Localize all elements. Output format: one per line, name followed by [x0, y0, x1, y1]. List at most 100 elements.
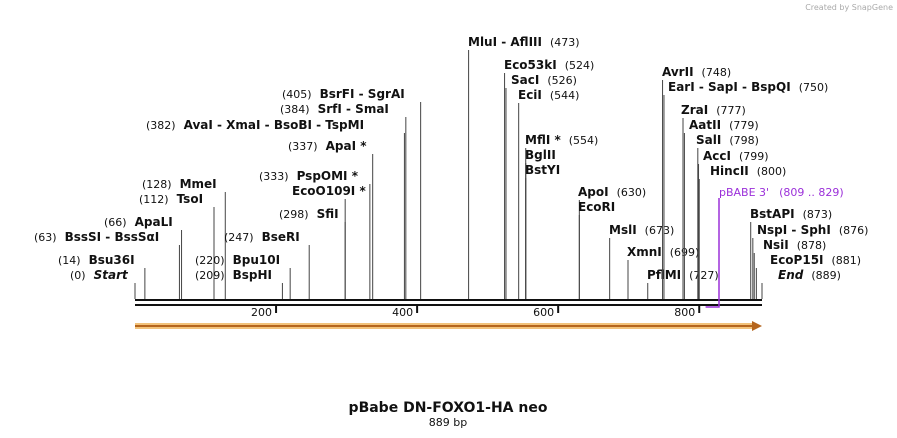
enzyme-name: Start: [94, 268, 129, 282]
enzyme-name: BseRI: [262, 230, 300, 244]
enzyme-name: EciI: [518, 88, 542, 102]
site-label: End (889): [778, 268, 841, 282]
site-position: (209): [195, 269, 225, 282]
enzyme-name: BglII: [525, 148, 556, 162]
site-position: (748): [702, 66, 732, 79]
site-label: XmnI (699): [627, 245, 699, 259]
tick-label: 200: [251, 306, 272, 319]
title: pBabe DN-FOXO1-HA neo: [349, 400, 548, 416]
enzyme-name: ZraI: [681, 103, 708, 117]
site-label: (247) BseRI: [224, 230, 300, 244]
enzyme-name: MslI: [609, 223, 637, 237]
subtitle: 889 bp: [429, 416, 467, 429]
site-label: EarI - SapI - BspQI (750): [668, 80, 828, 94]
site-label: SalI (798): [696, 133, 759, 147]
enzyme-name: Bsu36I: [89, 253, 135, 267]
enzyme-name: AvrII: [662, 65, 694, 79]
enzyme-name: AatII: [689, 118, 721, 132]
enzyme-name: SfiI: [317, 207, 339, 221]
site-position: (630): [617, 186, 647, 199]
enzyme-name: SalI: [696, 133, 721, 147]
site-position: (800): [757, 165, 787, 178]
site-position: (112): [139, 193, 169, 206]
tick-label: 800: [674, 306, 695, 319]
site-label: (0) Start: [70, 268, 129, 282]
enzyme-name: BsrFI - SgrAI: [320, 87, 405, 101]
site-position: (876): [839, 224, 869, 237]
enzyme-name: BstYI: [525, 163, 560, 177]
site-position: (220): [195, 254, 225, 267]
primer-bracket: [705, 198, 720, 308]
site-position: (779): [729, 119, 759, 132]
enzyme-name: BssSI - BssSαI: [65, 230, 160, 244]
enzyme-name: MflI *: [525, 133, 561, 147]
enzyme-name: EcoRI: [578, 200, 615, 214]
enzyme-name: PspOMI *: [297, 169, 359, 183]
site-position: (727): [689, 269, 719, 282]
tick-label: 400: [392, 306, 413, 319]
site-position: (0): [70, 269, 86, 282]
enzyme-name: ApaLI: [135, 215, 173, 229]
enzyme-name: MluI - AflIII: [468, 35, 542, 49]
site-label: AccI (799): [703, 149, 769, 163]
site-position: (750): [799, 81, 829, 94]
enzyme-name: EcoO109I *: [292, 184, 366, 198]
site-label: MluI - AflIII (473): [468, 35, 580, 49]
site-label: (382) AvaI - XmaI - BsoBI - TspMI: [146, 118, 364, 132]
site-label: ApoI (630): [578, 185, 646, 199]
site-label: (209) BspHI: [195, 268, 272, 282]
site-position: (799): [739, 150, 769, 163]
watermark: Created by SnapGene: [805, 3, 893, 12]
site-label: NsiI (878): [763, 238, 826, 252]
enzyme-name: HincII: [710, 164, 749, 178]
site-position: (247): [224, 231, 254, 244]
primer-name: pBABE 3': [719, 186, 769, 199]
site-label: EcoP15I (881): [770, 253, 861, 267]
site-label: AatII (779): [689, 118, 759, 132]
enzyme-name: EcoP15I: [770, 253, 824, 267]
site-position: (63): [34, 231, 57, 244]
site-position: (405): [282, 88, 312, 101]
site-position: (526): [547, 74, 577, 87]
enzyme-name: MmeI: [180, 177, 217, 191]
site-label: ZraI (777): [681, 103, 746, 117]
site-label: (405) BsrFI - SgrAI: [282, 87, 405, 101]
site-label: BglII: [525, 148, 556, 162]
enzyme-name: SrfI - SmaI: [318, 102, 389, 116]
site-label: EcoRI: [578, 200, 615, 214]
site-label: BstAPI (873): [750, 207, 832, 221]
site-position: (66): [104, 216, 127, 229]
site-label: (384) SrfI - SmaI: [280, 102, 389, 116]
site-label: (333) PspOMI *: [259, 169, 359, 183]
site-label: (66) ApaLI: [104, 215, 173, 229]
site-label: AvrII (748): [662, 65, 731, 79]
site-position: (889): [811, 269, 841, 282]
site-position: (798): [729, 134, 759, 147]
site-position: (873): [803, 208, 833, 221]
site-position: (878): [797, 239, 827, 252]
site-label: (128) MmeI: [142, 177, 217, 191]
site-label: (63) BssSI - BssSαI: [34, 230, 159, 244]
site-position: (524): [565, 59, 595, 72]
enzyme-name: ApaI *: [326, 139, 368, 153]
site-label: EcoO109I *: [292, 184, 366, 198]
site-position: (544): [550, 89, 580, 102]
arrow-head: [752, 321, 762, 331]
enzyme-name: End: [778, 268, 804, 282]
enzyme-name: ApoI: [578, 185, 609, 199]
site-label: NspI - SphI (876): [757, 223, 868, 237]
site-label: MslI (673): [609, 223, 674, 237]
site-label: (337) ApaI *: [288, 139, 367, 153]
site-label: MflI * (554): [525, 133, 598, 147]
site-position: (384): [280, 103, 310, 116]
site-position: (881): [832, 254, 862, 267]
enzyme-name: BstAPI: [750, 207, 795, 221]
enzyme-name: XmnI: [627, 245, 662, 259]
site-position: (337): [288, 140, 318, 153]
primer-range: (809 .. 829): [779, 186, 844, 199]
site-position: (777): [716, 104, 746, 117]
site-label: HincII (800): [710, 164, 786, 178]
site-position: (473): [550, 36, 580, 49]
site-label: SacI (526): [511, 73, 577, 87]
